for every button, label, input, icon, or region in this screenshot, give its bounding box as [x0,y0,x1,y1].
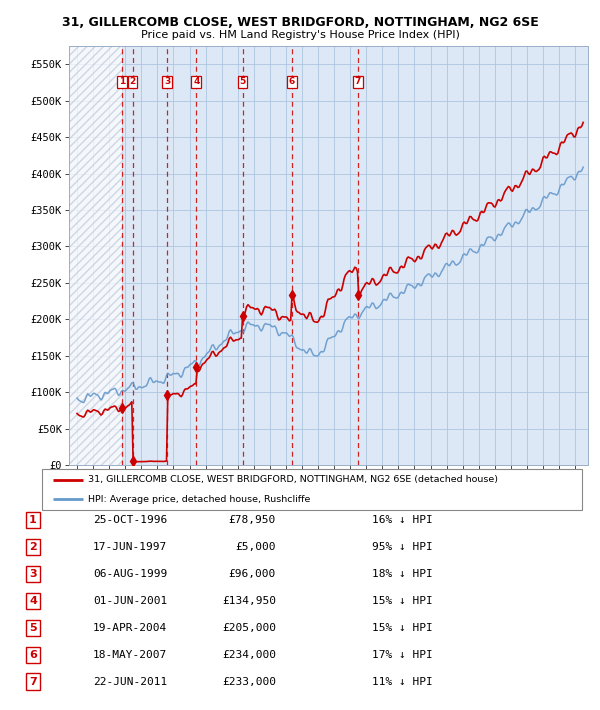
Text: 11% ↓ HPI: 11% ↓ HPI [372,677,433,687]
Text: 17-JUN-1997: 17-JUN-1997 [93,542,167,552]
Text: 15% ↓ HPI: 15% ↓ HPI [372,596,433,606]
Text: £233,000: £233,000 [222,677,276,687]
Text: 7: 7 [355,77,361,86]
Text: £234,000: £234,000 [222,650,276,660]
Text: HPI: Average price, detached house, Rushcliffe: HPI: Average price, detached house, Rush… [88,495,310,504]
Text: 18-MAY-2007: 18-MAY-2007 [93,650,167,660]
FancyBboxPatch shape [42,469,582,510]
Text: 22-JUN-2011: 22-JUN-2011 [93,677,167,687]
Text: £205,000: £205,000 [222,623,276,633]
Text: 06-AUG-1999: 06-AUG-1999 [93,569,167,579]
Text: 1: 1 [29,515,37,525]
Text: 1: 1 [119,77,125,86]
Text: 3: 3 [164,77,170,86]
Text: Price paid vs. HM Land Registry's House Price Index (HPI): Price paid vs. HM Land Registry's House … [140,30,460,40]
Text: 16% ↓ HPI: 16% ↓ HPI [372,515,433,525]
Text: 15% ↓ HPI: 15% ↓ HPI [372,623,433,633]
Text: 4: 4 [29,596,37,606]
Text: 5: 5 [239,77,245,86]
Text: 18% ↓ HPI: 18% ↓ HPI [372,569,433,579]
Text: 6: 6 [289,77,295,86]
Text: 31, GILLERCOMB CLOSE, WEST BRIDGFORD, NOTTINGHAM, NG2 6SE: 31, GILLERCOMB CLOSE, WEST BRIDGFORD, NO… [62,16,538,28]
Text: 4: 4 [193,77,199,86]
Text: £5,000: £5,000 [235,542,276,552]
Text: 6: 6 [29,650,37,660]
Text: 95% ↓ HPI: 95% ↓ HPI [372,542,433,552]
Text: 01-JUN-2001: 01-JUN-2001 [93,596,167,606]
Text: £134,950: £134,950 [222,596,276,606]
Text: 2: 2 [130,77,136,86]
Text: 2: 2 [29,542,37,552]
Text: £96,000: £96,000 [229,569,276,579]
Text: 7: 7 [29,677,37,687]
Text: 3: 3 [29,569,37,579]
Text: £78,950: £78,950 [229,515,276,525]
Text: 5: 5 [29,623,37,633]
Text: 19-APR-2004: 19-APR-2004 [93,623,167,633]
Text: 31, GILLERCOMB CLOSE, WEST BRIDGFORD, NOTTINGHAM, NG2 6SE (detached house): 31, GILLERCOMB CLOSE, WEST BRIDGFORD, NO… [88,475,498,484]
Text: 25-OCT-1996: 25-OCT-1996 [93,515,167,525]
Text: 17% ↓ HPI: 17% ↓ HPI [372,650,433,660]
